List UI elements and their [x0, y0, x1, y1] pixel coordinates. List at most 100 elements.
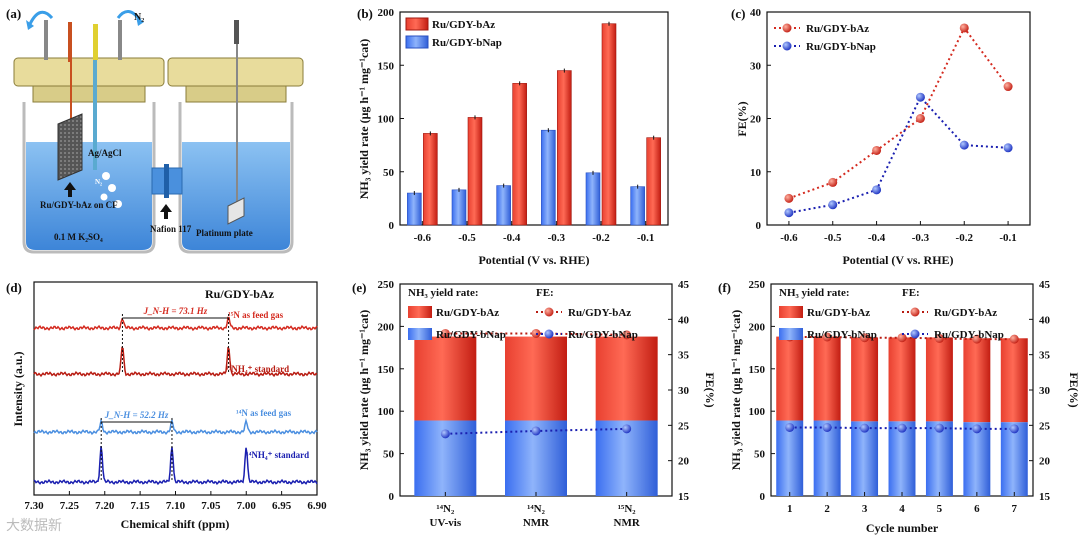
panel-b-bar-baz [423, 133, 438, 226]
panel-f-fe-point [822, 332, 832, 342]
panel-c-point [1003, 143, 1013, 153]
panel-d-title: Ru/GDY-bAz [205, 287, 275, 301]
panel-c-legend-label: Ru/GDY-bNap [806, 41, 876, 53]
panel-f-legend-swatch [779, 306, 803, 318]
panel-e-y2tick-label: 45 [678, 279, 690, 291]
panel-e-y2label: FE(%) [703, 372, 717, 407]
panel-f-xtick-label: 1 [787, 503, 793, 515]
panel-f-bar-bnap [963, 422, 991, 496]
panel-e-y2tick-label: 20 [678, 456, 690, 468]
n2-label: N₂ [134, 12, 144, 23]
panel-e-ytick-label: 50 [383, 449, 395, 461]
panel-f-xtick-label: 6 [974, 503, 980, 515]
panel-c-xtick-label: -0.6 [780, 232, 798, 244]
electrode-label: Ru/GDY-bAz on CF [40, 200, 118, 210]
panel-e-legend-label: Ru/GDY-bNap [436, 329, 506, 341]
panel-e-legend-fe-label: Ru/GDY-bAz [568, 307, 631, 319]
panel-c-series-line [788, 26, 1009, 200]
panel-f-xtick-label: 4 [899, 503, 905, 515]
gas-in-arrow [28, 10, 54, 25]
panel-f-fe-point [860, 423, 870, 433]
panel-c-ylabel: FE(%) [735, 101, 749, 136]
panel-f-ytick-label: 200 [749, 321, 766, 333]
panel-e-xtick-label: NMR [523, 517, 550, 529]
panel-d-j-label: J_N-H = 52.2 Hz [104, 410, 169, 420]
panel-e-ytick-label: 150 [378, 364, 395, 376]
panel-f-ylabel: NH₃ yield rate (μg h⁻¹ mg⁻¹cat) [729, 310, 743, 471]
panel-b-legend-label: Ru/GDY-bNap [432, 37, 502, 49]
panel-f-bar-bnap [776, 420, 804, 496]
panel-f-legend-label: Ru/GDY-bNap [807, 329, 877, 341]
panel-d-spectrum [33, 346, 318, 378]
platinum-plate [227, 197, 245, 225]
panel-c-legend-marker [782, 41, 792, 51]
panel-e-label: (e) [352, 280, 366, 295]
panel-d-series-label: ¹⁵N as feed gas [228, 310, 284, 320]
panel-f-ytick-label: 50 [754, 449, 766, 461]
panel-f-bar-baz [963, 338, 991, 423]
reference-electrode [93, 60, 97, 170]
left-cell-collar [32, 85, 146, 103]
panel-f-y2tick-label: 45 [1039, 279, 1051, 291]
reference-label: Ag/AgCl [88, 148, 122, 158]
panel-b-bar-chart: (b) 0 50 100 150 200 -0.6 -0.5 -0.4 -0.3 -0.2 -0.1… [357, 6, 669, 267]
panel-e-y2tick-label: 30 [678, 385, 690, 397]
panel-f-bar-bnap [888, 421, 916, 496]
panel-c-point [872, 145, 882, 155]
reference-electrode-cap [93, 24, 98, 60]
panel-d-nmr-spectra: (d) 7.30 7.25 7.20 7.15 7.10 7.05 7.00 6.95 6.90… [6, 280, 327, 531]
electrolyte-label: 0.1 M K₂SO₄ [54, 232, 103, 242]
panel-e-y2tick-label: 40 [678, 314, 690, 326]
panel-e-fe-point [440, 429, 450, 439]
panel-c-point [784, 208, 794, 218]
panel-d-series-label: ¹⁴NH₄⁺ standard [246, 450, 309, 460]
panel-e-legend-label: Ru/GDY-bAz [436, 307, 499, 319]
panel-f-fe-point [897, 333, 907, 343]
panel-f-legend-marker [910, 329, 920, 339]
panel-f-y2tick-label: 35 [1039, 350, 1051, 362]
carbon-felt-electrode [57, 113, 83, 181]
panel-f-fe-point [860, 333, 870, 343]
panel-c-ytick-label: 30 [750, 60, 762, 72]
working-electrode-lead [68, 22, 72, 62]
panel-d-xlabel: Chemical shift (ppm) [121, 517, 230, 531]
panel-b-bar-baz [512, 83, 527, 226]
panel-e-ytick-label: 200 [378, 321, 395, 333]
left-cell-glass [22, 102, 156, 254]
panel-b-xtick-label: -0.2 [592, 232, 610, 244]
counter-electrode-wire [236, 44, 238, 204]
electrode-pointer-arrow [64, 182, 76, 190]
panel-c-label: (c) [731, 6, 745, 21]
panel-b-legend-swatch [405, 17, 429, 31]
panel-f-ytick-label: 0 [760, 491, 766, 503]
panel-f-y2tick-label: 20 [1039, 456, 1051, 468]
panel-f-fe-point [785, 422, 795, 432]
panel-f-y2label: FE(%) [1067, 372, 1080, 407]
panel-e-ylabel: NH₃ yield rate (μg h⁻¹ mg⁻¹cat) [357, 310, 371, 471]
panel-c-legend-label: Ru/GDY-bAz [806, 23, 869, 35]
panel-d-spectrum [33, 445, 318, 486]
panel-e-legend-swatch [408, 306, 432, 318]
membrane-pointer-arrow [160, 204, 172, 212]
panel-f-legend-label: Ru/GDY-bAz [807, 307, 870, 319]
panel-e-legend-fe-label: Ru/GDY-bNap [568, 329, 638, 341]
panel-b-legend-swatch [405, 35, 429, 49]
panel-c-xlabel: Potential (V vs. RHE) [842, 253, 953, 267]
panel-e-bar-baz [595, 336, 658, 421]
panel-c-point [784, 193, 794, 203]
panel-c-xtick-label: -0.5 [824, 232, 842, 244]
panel-f-bar-baz [925, 337, 953, 422]
panel-b-xtick-label: -0.4 [503, 232, 521, 244]
panel-b-bar-bnap [451, 189, 467, 226]
panel-d-ylabel: Intensity (a.u.) [11, 351, 25, 426]
panel-d-xtick-label: 7.15 [131, 500, 151, 512]
panel-f-xtick-label: 3 [862, 503, 868, 515]
right-cell-glass [178, 102, 294, 254]
panel-f-bar-baz [1000, 338, 1028, 423]
panel-d-xtick-label: 7.00 [237, 500, 257, 512]
panel-d-xtick-label: 7.20 [95, 500, 115, 512]
panel-f-legend-fe-label: Ru/GDY-bNap [934, 329, 1004, 341]
panel-d-label: (d) [6, 280, 22, 295]
